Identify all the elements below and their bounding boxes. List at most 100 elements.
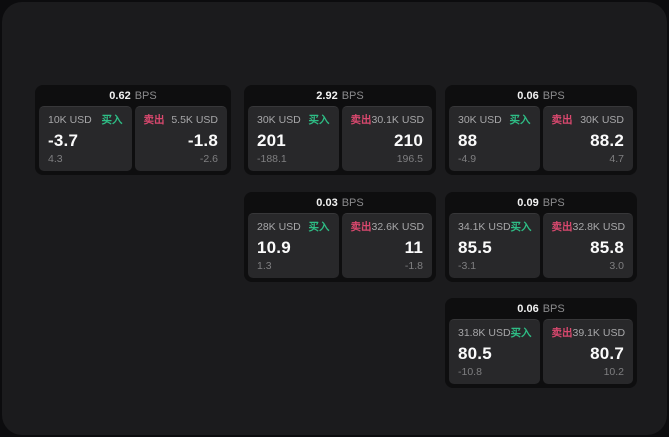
buy-price: -3.7 bbox=[48, 130, 79, 150]
buy-delta: -10.8 bbox=[458, 366, 482, 378]
sell-tile[interactable]: 卖出 32.6K USD 11 -1.8 bbox=[341, 213, 432, 278]
buy-tile[interactable]: 34.1K USD 买入 85.5 -3.1 bbox=[449, 213, 540, 278]
bps-value: 2.92 bbox=[316, 89, 338, 102]
sell-amount: 30.1K USD bbox=[371, 114, 425, 126]
bps-unit: BPS bbox=[341, 89, 364, 102]
buy-side-label: 买入 bbox=[509, 114, 531, 126]
card-body: 10K USD 买入 -3.7 4.3 卖出 5.5K USD -1.8 -2.… bbox=[35, 106, 231, 175]
sell-price: 85.8 bbox=[590, 237, 624, 257]
sell-delta: -2.6 bbox=[199, 153, 218, 165]
buy-tile[interactable]: 31.8K USD 买入 80.5 -10.8 bbox=[449, 319, 540, 384]
buy-tile-top: 30K USD 买入 bbox=[458, 114, 531, 127]
sell-side-label: 卖出 bbox=[350, 114, 372, 126]
sell-price: 80.7 bbox=[590, 343, 624, 363]
buy-amount: 30K USD bbox=[257, 114, 301, 126]
sell-side-label: 卖出 bbox=[551, 221, 573, 233]
sell-tile-top: 卖出 30.1K USD bbox=[350, 114, 425, 127]
card-body: 34.1K USD 买入 85.5 -3.1 卖出 32.8K USD 85.8… bbox=[445, 213, 637, 282]
buy-price: 88 bbox=[458, 130, 478, 150]
buy-tile-top: 30K USD 买入 bbox=[257, 114, 330, 127]
buy-tile[interactable]: 28K USD 买入 10.9 1.3 bbox=[248, 213, 339, 278]
sell-side-label: 卖出 bbox=[551, 114, 573, 126]
quote-card: 0.06 BPS 30K USD 买入 88 -4.9 卖出 30K USD 8… bbox=[445, 85, 637, 175]
sell-tile-top: 卖出 5.5K USD bbox=[144, 114, 219, 127]
bps-unit: BPS bbox=[542, 89, 565, 102]
bps-value: 0.03 bbox=[316, 196, 338, 209]
buy-tile-top: 28K USD 买入 bbox=[257, 221, 330, 234]
sell-amount: 32.8K USD bbox=[572, 221, 626, 233]
bps-unit: BPS bbox=[134, 89, 157, 102]
buy-tile[interactable]: 30K USD 买入 201 -188.1 bbox=[248, 106, 339, 171]
buy-amount: 28K USD bbox=[257, 221, 301, 233]
sell-tile-top: 卖出 30K USD bbox=[552, 114, 625, 127]
sell-tile[interactable]: 卖出 30K USD 88.2 4.7 bbox=[542, 106, 633, 171]
card-body: 28K USD 买入 10.9 1.3 卖出 32.6K USD 11 -1.8 bbox=[244, 213, 436, 282]
quote-card: 0.09 BPS 34.1K USD 买入 85.5 -3.1 卖出 32.8K… bbox=[445, 192, 637, 282]
card-body: 31.8K USD 买入 80.5 -10.8 卖出 39.1K USD 80.… bbox=[445, 319, 637, 388]
buy-tile-top: 10K USD 买入 bbox=[48, 114, 123, 127]
buy-delta: -4.9 bbox=[458, 153, 477, 165]
sell-price: 11 bbox=[404, 237, 423, 257]
card-header: 0.06 BPS bbox=[445, 85, 637, 106]
quote-card: 2.92 BPS 30K USD 买入 201 -188.1 卖出 30.1K … bbox=[244, 85, 436, 175]
card-header: 0.03 BPS bbox=[244, 192, 436, 213]
buy-tile-top: 31.8K USD 买入 bbox=[458, 327, 532, 340]
sell-tile[interactable]: 卖出 39.1K USD 80.7 10.2 bbox=[542, 319, 633, 384]
buy-side-label: 买入 bbox=[308, 221, 330, 233]
bps-value: 0.06 bbox=[517, 302, 539, 315]
sell-delta: 3.0 bbox=[609, 260, 624, 272]
buy-tile[interactable]: 10K USD 买入 -3.7 4.3 bbox=[39, 106, 132, 171]
sell-tile[interactable]: 卖出 32.8K USD 85.8 3.0 bbox=[542, 213, 633, 278]
sell-tile[interactable]: 卖出 30.1K USD 210 196.5 bbox=[341, 106, 432, 171]
sell-delta: 196.5 bbox=[396, 153, 423, 165]
card-header: 0.06 BPS bbox=[445, 298, 637, 319]
card-header: 2.92 BPS bbox=[244, 85, 436, 106]
buy-amount: 31.8K USD bbox=[458, 327, 511, 339]
sell-tile-top: 卖出 39.1K USD bbox=[552, 327, 626, 340]
buy-price: 201 bbox=[257, 130, 286, 150]
quote-card: 0.62 BPS 10K USD 买入 -3.7 4.3 卖出 5.5K USD… bbox=[35, 85, 231, 175]
bps-value: 0.62 bbox=[109, 89, 131, 102]
sell-amount: 30K USD bbox=[580, 114, 624, 126]
sell-price: -1.8 bbox=[187, 130, 218, 150]
bps-unit: BPS bbox=[341, 196, 364, 209]
sell-amount: 39.1K USD bbox=[572, 327, 626, 339]
bps-value: 0.09 bbox=[517, 196, 539, 209]
buy-tile-top: 34.1K USD 买入 bbox=[458, 221, 532, 234]
buy-amount: 30K USD bbox=[458, 114, 502, 126]
buy-side-label: 买入 bbox=[510, 327, 532, 339]
sell-tile[interactable]: 卖出 5.5K USD -1.8 -2.6 bbox=[134, 106, 227, 171]
sell-delta: -1.8 bbox=[404, 260, 423, 272]
buy-delta: 1.3 bbox=[257, 260, 272, 272]
buy-side-label: 买入 bbox=[510, 221, 532, 233]
sell-delta: 10.2 bbox=[603, 366, 624, 378]
card-body: 30K USD 买入 201 -188.1 卖出 30.1K USD 210 1… bbox=[244, 106, 436, 175]
buy-delta: -188.1 bbox=[257, 153, 287, 165]
sell-amount: 5.5K USD bbox=[171, 114, 218, 126]
sell-delta: 4.7 bbox=[609, 153, 624, 165]
buy-price: 80.5 bbox=[458, 343, 492, 363]
buy-side-label: 买入 bbox=[308, 114, 330, 126]
buy-delta: -3.1 bbox=[458, 260, 477, 272]
buy-delta: 4.3 bbox=[48, 153, 63, 165]
quote-card: 0.06 BPS 31.8K USD 买入 80.5 -10.8 卖出 39.1… bbox=[445, 298, 637, 388]
card-header: 0.09 BPS bbox=[445, 192, 637, 213]
buy-side-label: 买入 bbox=[101, 114, 123, 126]
bps-unit: BPS bbox=[542, 196, 565, 209]
sell-side-label: 卖出 bbox=[143, 114, 165, 126]
buy-price: 85.5 bbox=[458, 237, 492, 257]
sell-tile-top: 卖出 32.6K USD bbox=[350, 221, 425, 234]
card-body: 30K USD 买入 88 -4.9 卖出 30K USD 88.2 4.7 bbox=[445, 106, 637, 175]
buy-amount: 10K USD bbox=[48, 114, 92, 126]
sell-price: 210 bbox=[394, 130, 423, 150]
bps-unit: BPS bbox=[542, 302, 565, 315]
card-header: 0.62 BPS bbox=[35, 85, 231, 106]
sell-tile-top: 卖出 32.8K USD bbox=[551, 221, 626, 234]
buy-amount: 34.1K USD bbox=[458, 221, 511, 233]
buy-price: 10.9 bbox=[257, 237, 291, 257]
sell-side-label: 卖出 bbox=[350, 221, 372, 233]
buy-tile[interactable]: 30K USD 买入 88 -4.9 bbox=[449, 106, 540, 171]
quote-card: 0.03 BPS 28K USD 买入 10.9 1.3 卖出 32.6K US… bbox=[244, 192, 436, 282]
sell-amount: 32.6K USD bbox=[371, 221, 425, 233]
